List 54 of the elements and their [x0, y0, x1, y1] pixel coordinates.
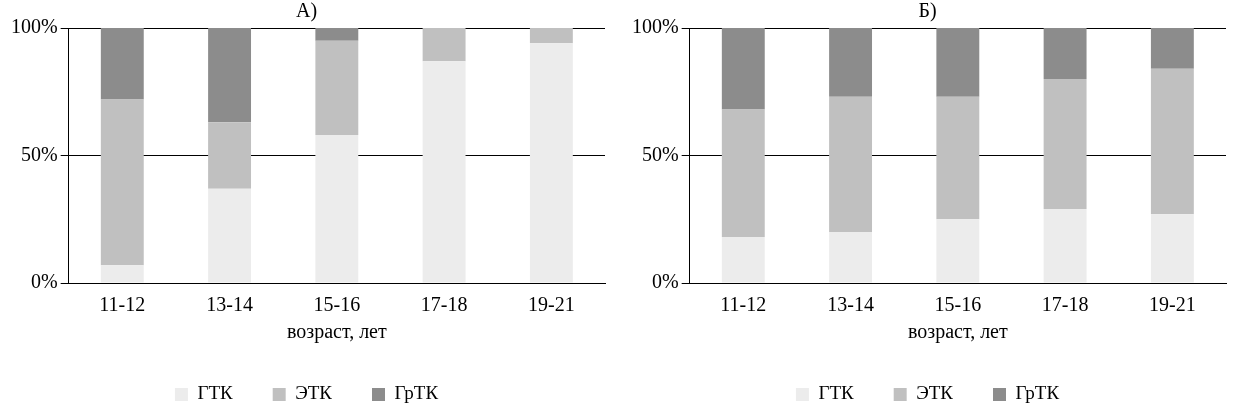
bar	[315, 28, 359, 41]
bar	[529, 43, 573, 283]
bar	[315, 40, 359, 136]
bar	[936, 28, 980, 97]
x-tick-label: 19-21	[1149, 293, 1196, 316]
y-tick-label: 100%	[10, 15, 58, 38]
bar	[100, 28, 144, 100]
y-tick-label: 100%	[631, 15, 679, 38]
bar	[721, 28, 765, 110]
x-axis-title: возраст, лет	[907, 320, 1008, 344]
legend-label: ЭТК	[295, 382, 333, 404]
x-tick-label: 11-12	[720, 293, 767, 316]
x-tick-label: 19-21	[528, 293, 575, 316]
x-tick-label: 13-14	[827, 293, 874, 316]
bar	[936, 219, 980, 283]
bar	[315, 135, 359, 283]
x-tick-label: 15-16	[934, 293, 982, 316]
x-axis-title: возраст, лет	[286, 320, 387, 344]
legend-label: ГрТК	[1015, 382, 1060, 404]
chart-title: А)	[295, 0, 318, 23]
bar	[936, 96, 980, 220]
bar	[721, 109, 765, 238]
y-tick-label: 0%	[30, 270, 58, 293]
y-tick-label: 0%	[651, 270, 679, 293]
x-tick-label: 17-18	[1041, 293, 1089, 316]
legend-label: ЭТК	[916, 382, 954, 404]
x-tick-label: 17-18	[420, 293, 468, 316]
legend-label: ГТК	[818, 382, 855, 404]
y-tick-label: 50%	[20, 142, 58, 165]
bar	[829, 232, 873, 283]
bar	[208, 188, 252, 283]
legend-label: ГрТК	[394, 382, 439, 404]
bar	[1150, 214, 1194, 283]
bar	[1043, 79, 1087, 210]
legend-label: ГТК	[197, 382, 234, 404]
bar	[1150, 28, 1194, 69]
y-tick-label: 50%	[641, 142, 679, 165]
x-tick-label: 15-16	[313, 293, 361, 316]
x-tick-label: 13-14	[206, 293, 253, 316]
x-tick-label: 11-12	[99, 293, 146, 316]
bar	[208, 28, 252, 123]
bar	[1150, 68, 1194, 215]
bar	[1043, 28, 1087, 79]
bar	[829, 28, 873, 97]
bar	[1043, 209, 1087, 283]
bar	[721, 237, 765, 283]
bar	[829, 96, 873, 232]
bar	[422, 61, 466, 283]
chart-title: Б)	[918, 0, 937, 23]
bar	[422, 28, 466, 62]
bar	[529, 28, 573, 44]
bar	[100, 265, 144, 283]
bar	[208, 122, 252, 189]
bar	[100, 99, 144, 266]
